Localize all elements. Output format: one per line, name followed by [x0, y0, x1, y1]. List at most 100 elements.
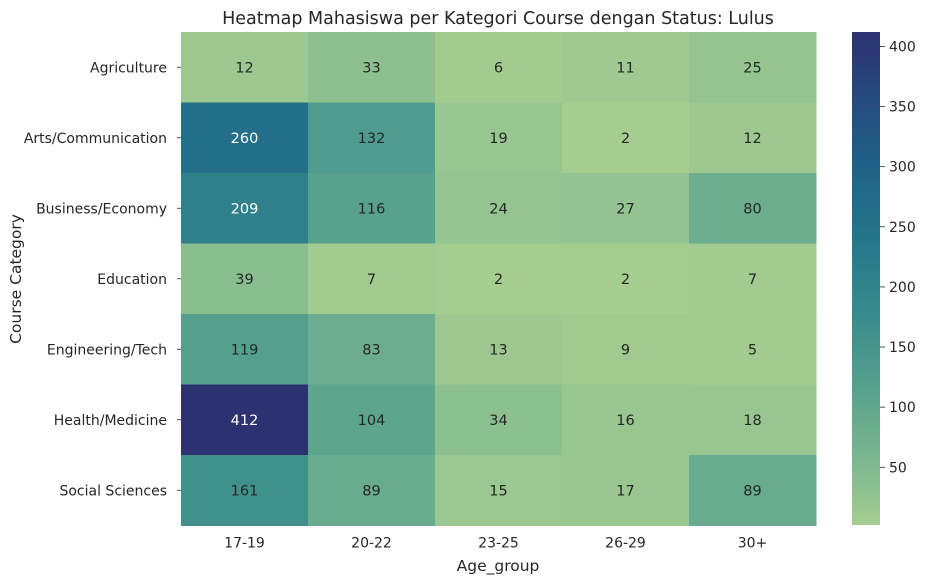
heatmap-cell — [308, 173, 436, 244]
cell-value-label: 16 — [616, 413, 634, 429]
heatmap-cell — [308, 384, 436, 456]
cell-value-label: 15 — [489, 483, 507, 499]
heatmap-cell — [689, 102, 817, 174]
cell-value-label: 39 — [235, 272, 253, 288]
cell-value-label: 13 — [489, 342, 507, 358]
heatmap-cell — [689, 32, 817, 103]
y-tick-label: Engineering/Tech — [47, 342, 167, 358]
heatmap-cell — [308, 455, 436, 526]
colorbar — [852, 32, 880, 525]
heatmap-cell — [181, 243, 309, 315]
y-tick-labels: Agriculture Arts/Communication Business/Ec… — [24, 60, 181, 499]
colorbar-ticks: 50 100 150 200 250 300 350 400 — [880, 39, 916, 476]
cell-value-label: 18 — [743, 413, 761, 429]
colorbar-tick-label: 100 — [889, 400, 916, 416]
cell-value-label: 89 — [362, 483, 380, 499]
colorbar-tick-label: 400 — [889, 39, 916, 55]
heatmap-cell — [435, 455, 563, 526]
y-tick-label: Health/Medicine — [54, 413, 167, 429]
x-tick-label: 17-19 — [224, 536, 265, 552]
cell-value-label: 161 — [231, 483, 259, 499]
x-axis-label: Age_group — [457, 557, 540, 576]
y-tick-label: Education — [97, 272, 167, 288]
heatmap-cell — [435, 173, 563, 244]
heatmap-cell — [181, 173, 309, 244]
cell-value-label: 209 — [231, 201, 259, 217]
cell-value-label: 12 — [743, 131, 761, 147]
y-axis-label: Course Category — [7, 214, 25, 344]
cell-value-label: 33 — [362, 60, 380, 76]
heatmap-cell — [308, 314, 436, 385]
heatmap-cell — [308, 243, 436, 315]
heatmap-cell — [562, 102, 690, 174]
heatmap-cell — [562, 173, 690, 244]
heatmap-cell — [435, 243, 563, 315]
cell-value-label: 19 — [489, 131, 507, 147]
cell-value-label: 80 — [743, 201, 761, 217]
cell-value-label: 119 — [231, 342, 259, 358]
heatmap-cell — [562, 243, 690, 315]
cell-value-label: 2 — [621, 272, 630, 288]
cell-value-label: 6 — [494, 60, 503, 76]
cell-value-label: 89 — [743, 483, 761, 499]
heatmap-cell — [435, 32, 563, 103]
heatmap-cell — [308, 102, 436, 174]
cell-value-label: 412 — [231, 413, 259, 429]
x-tick-label: 30+ — [738, 536, 768, 552]
cell-value-label: 2 — [621, 131, 630, 147]
y-tick-label: Agriculture — [90, 60, 167, 76]
heatmap-cell — [181, 32, 309, 103]
cell-value-label: 12 — [235, 60, 253, 76]
heatmap-cell — [689, 384, 817, 456]
y-tick-label: Social Sciences — [59, 483, 167, 499]
heatmap-cell — [308, 32, 436, 103]
y-tick-label: Arts/Communication — [24, 131, 167, 147]
heatmap-cell — [689, 455, 817, 526]
y-tick-label: Business/Economy — [36, 201, 167, 217]
cell-value-label: 11 — [616, 60, 634, 76]
heatmap-cell — [689, 314, 817, 385]
cell-value-label: 17 — [616, 483, 634, 499]
cell-value-label: 83 — [362, 342, 380, 358]
colorbar-tick-label: 50 — [889, 460, 907, 476]
cell-value-label: 5 — [748, 342, 757, 358]
x-tick-labels: 17-19 20-22 23-25 26-29 30+ — [224, 536, 767, 552]
heatmap-cell — [435, 384, 563, 456]
heatmap-cell — [435, 314, 563, 385]
cell-value-label: 116 — [358, 201, 386, 217]
heatmap-cell — [562, 32, 690, 103]
cell-value-label: 260 — [231, 131, 259, 147]
x-tick-label: 20-22 — [351, 536, 392, 552]
colorbar-tick-label: 200 — [889, 280, 916, 296]
chart-title: Heatmap Mahasiswa per Kategori Course de… — [222, 9, 774, 29]
cell-value-label: 104 — [358, 413, 386, 429]
x-tick-label: 23-25 — [478, 536, 519, 552]
heatmap-cell — [689, 173, 817, 244]
heatmap-cell — [689, 243, 817, 315]
colorbar-tick-label: 150 — [889, 340, 916, 356]
heatmap-cell — [562, 384, 690, 456]
colorbar-tick-label: 350 — [889, 100, 916, 116]
heatmap-cell — [181, 314, 309, 385]
heatmap-cells — [181, 32, 817, 526]
heatmap-cell — [562, 455, 690, 526]
heatmap-cell — [181, 384, 309, 456]
cell-value-label: 34 — [489, 413, 507, 429]
cell-value-label: 2 — [494, 272, 503, 288]
heatmap-cell — [181, 102, 309, 174]
heatmap-cell — [181, 455, 309, 526]
cell-value-label: 132 — [358, 131, 386, 147]
cell-value-label: 7 — [748, 272, 757, 288]
colorbar-tick-label: 250 — [889, 220, 916, 236]
cell-value-label: 27 — [616, 201, 634, 217]
x-tick-label: 26-29 — [605, 536, 646, 552]
cell-value-label: 7 — [367, 272, 376, 288]
cell-value-label: 25 — [743, 60, 761, 76]
cell-value-label: 9 — [621, 342, 630, 358]
heatmap-cell — [435, 102, 563, 174]
cell-value-label: 24 — [489, 201, 507, 217]
colorbar-tick-label: 300 — [889, 160, 916, 176]
